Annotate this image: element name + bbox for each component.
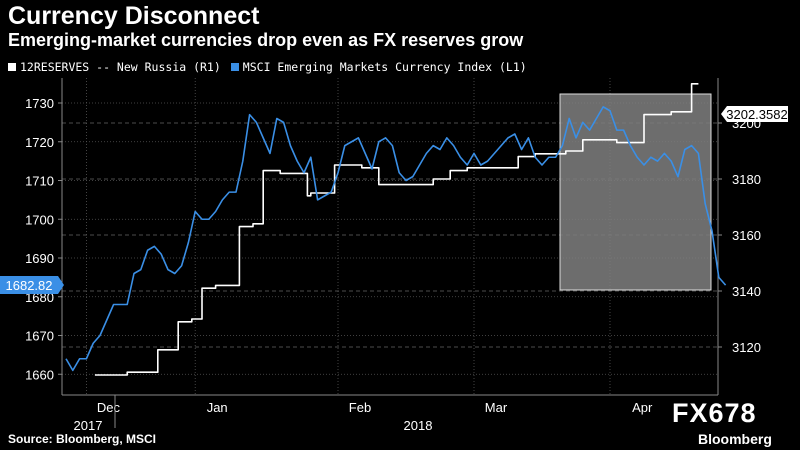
x-tick-label: Mar <box>485 400 508 415</box>
legend-swatch-reserves <box>8 63 16 71</box>
y-tick-label-left: 1700 <box>25 212 54 227</box>
last-value-pointer-left <box>58 276 64 294</box>
y-tick-label-right: 3160 <box>732 228 761 243</box>
legend-label-reserves: 12RESERVES -- New Russia (R1) <box>20 60 221 74</box>
legend-label-msci: MSCI Emerging Markets Currency Index (L1… <box>242 60 527 74</box>
legend-item-msci: MSCI Emerging Markets Currency Index (L1… <box>230 60 527 74</box>
x-year-label-2017: 2017 <box>74 418 103 433</box>
y-tick-label-left: 1690 <box>25 251 54 266</box>
y-tick-label-left: 1720 <box>25 135 54 150</box>
y-tick-label-left: 1670 <box>25 329 54 344</box>
y-tick-label-right: 3180 <box>732 172 761 187</box>
series-line-msci <box>65 106 727 372</box>
y-tick-label-left: 1710 <box>25 174 54 189</box>
x-tick-label: Dec <box>97 400 121 415</box>
last-value-label-right: 3202.3582 <box>726 107 787 122</box>
chart-subtitle: Emerging-market currencies drop even as … <box>8 30 524 50</box>
y-tick-label-right: 3140 <box>732 284 761 299</box>
x-year-label-2018: 2018 <box>404 418 433 433</box>
highlight-box <box>559 93 712 291</box>
brand-logo: Bloomberg <box>698 431 772 447</box>
chart-title: Currency Disconnect <box>8 2 260 30</box>
x-tick-label: Feb <box>349 400 371 415</box>
watermark: FX678 <box>672 398 757 428</box>
y-tick-label-left: 1730 <box>25 96 54 111</box>
legend-item-reserves: 12RESERVES -- New Russia (R1) <box>8 60 221 74</box>
series-line-reserves <box>94 83 699 376</box>
last-value-box-right <box>721 106 788 122</box>
x-tick-label: Apr <box>632 400 653 415</box>
last-value-label-left: 1682.82 <box>6 278 53 293</box>
legend: 12RESERVES -- New Russia (R1) MSCI Emerg… <box>8 60 527 74</box>
x-tick-label: Jan <box>207 400 228 415</box>
last-value-box-left <box>0 276 58 294</box>
legend-swatch-msci <box>230 63 239 71</box>
source-note: Source: Bloomberg, MSCI <box>8 432 157 446</box>
y-tick-label-left: 1660 <box>25 367 54 382</box>
y-tick-label-right: 3120 <box>732 340 761 355</box>
